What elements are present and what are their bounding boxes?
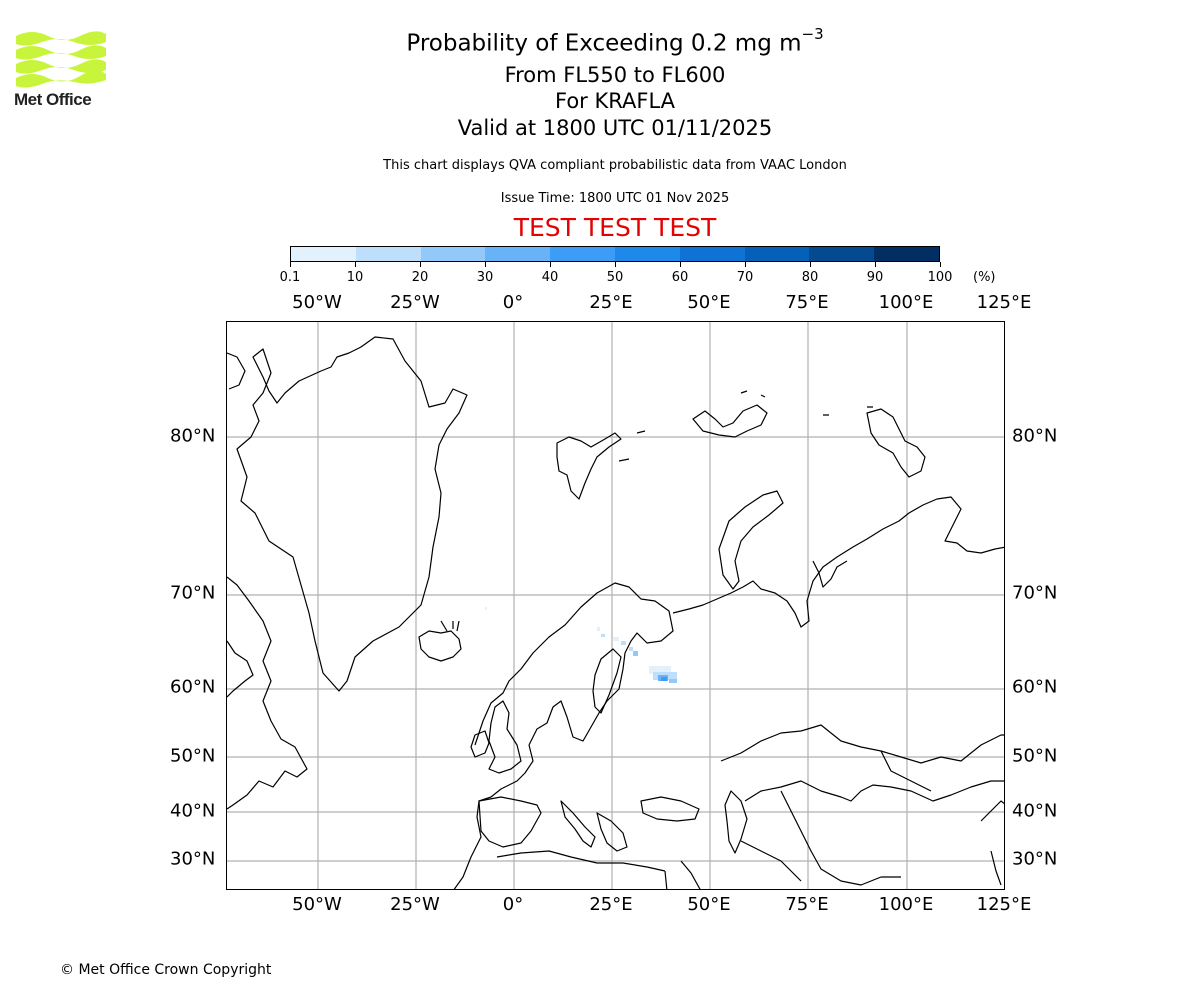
latitude-label: 80°N [170, 425, 216, 447]
colorbar-segment [550, 247, 615, 261]
colorbar-tick-label: 30 [476, 270, 494, 285]
subtitle-volcano: For KRAFLA [555, 89, 675, 113]
colorbar-tick [810, 262, 811, 267]
longitude-label: 25°W [390, 894, 440, 915]
colorbar-tick [940, 262, 941, 267]
colorbar-tick-label: 10 [346, 270, 364, 285]
longitude-label: 50°W [292, 894, 342, 915]
longitude-label: 75°E [785, 292, 829, 313]
colorbar-tick [290, 262, 291, 267]
subtitle-levels: From FL550 to FL600 [504, 63, 726, 87]
longitude-label: 50°E [687, 894, 731, 915]
latitude-label: 60°N [170, 676, 216, 698]
colorbar-segment [744, 247, 810, 261]
colorbar-tick [355, 262, 356, 267]
colorbar-tick-label: 40 [541, 270, 559, 285]
longitude-label: 100°E [878, 292, 934, 313]
colorbar-tick-label: 70 [736, 270, 754, 285]
colorbar [290, 246, 940, 262]
latitude-label: 30°N [170, 848, 216, 870]
map-panel[interactable] [226, 321, 1005, 890]
colorbar-segment [485, 247, 551, 261]
longitude-label: 75°E [785, 894, 829, 915]
colorbar-tick-label: 100 [927, 270, 953, 285]
longitude-label: 25°W [390, 292, 440, 313]
colorbar-tick-label: 80 [801, 270, 819, 285]
colorbar-tick-label: 20 [411, 270, 429, 285]
copyright-text: © Met Office Crown Copyright [60, 962, 272, 978]
colorbar-tick [550, 262, 551, 267]
colorbar-segment [809, 247, 875, 261]
colorbar-segment [420, 247, 486, 261]
longitude-label: 125°E [976, 292, 1032, 313]
ash-probability-patches [485, 607, 677, 683]
colorbar-tick [420, 262, 421, 267]
colorbar-tick [680, 262, 681, 267]
longitude-label: 125°E [976, 894, 1032, 915]
colorbar-tick [485, 262, 486, 267]
colorbar-segment [874, 247, 939, 261]
longitude-label: 100°E [878, 894, 934, 915]
longitude-label: 50°W [292, 292, 342, 313]
latitude-label: 40°N [170, 800, 216, 822]
disclaimer-text: This chart displays QVA compliant probab… [383, 158, 847, 173]
title-superscript: −3 [801, 25, 824, 43]
colorbar-unit: (%) [973, 270, 996, 285]
chart-title: Probability of Exceeding 0.2 mg m−3 [0, 25, 1200, 57]
longitude-label: 25°E [589, 894, 633, 915]
met-office-logo: Met Office [14, 30, 110, 112]
latitude-label: 50°N [170, 745, 216, 767]
longitude-label: 50°E [687, 292, 731, 313]
colorbar-segment [614, 247, 680, 261]
colorbar-tick [875, 262, 876, 267]
longitude-label: 25°E [589, 292, 633, 313]
colorbar-tick-label: 0.1 [279, 270, 301, 285]
latitude-label: 60°N [1012, 676, 1058, 698]
subtitle-valid-time: Valid at 1800 UTC 01/11/2025 [457, 116, 773, 140]
colorbar-tick [615, 262, 616, 267]
colorbar-segment [291, 247, 356, 261]
latitude-label: 80°N [1012, 425, 1058, 447]
met-office-wave-icon [16, 31, 106, 88]
colorbar-tick [745, 262, 746, 267]
latitude-label: 30°N [1012, 848, 1058, 870]
longitude-label: 0° [502, 292, 524, 313]
colorbar-segment [355, 247, 421, 261]
coastlines [227, 336, 1004, 889]
latitude-label: 70°N [1012, 582, 1058, 604]
logo-text: Met Office [14, 90, 92, 109]
gridlines [227, 322, 1004, 889]
colorbar-tick-label: 60 [671, 270, 689, 285]
latitude-label: 70°N [170, 582, 216, 604]
title-text: Probability of Exceeding 0.2 mg m [406, 30, 802, 57]
colorbar-tick-label: 90 [866, 270, 884, 285]
colorbar-segment [679, 247, 745, 261]
longitude-label: 0° [502, 894, 524, 915]
latitude-label: 40°N [1012, 800, 1058, 822]
colorbar-tick-label: 50 [606, 270, 624, 285]
latitude-label: 50°N [1012, 745, 1058, 767]
issue-time: Issue Time: 1800 UTC 01 Nov 2025 [500, 191, 730, 206]
map-canvas [227, 322, 1004, 889]
test-banner: TEST TEST TEST [513, 213, 717, 242]
